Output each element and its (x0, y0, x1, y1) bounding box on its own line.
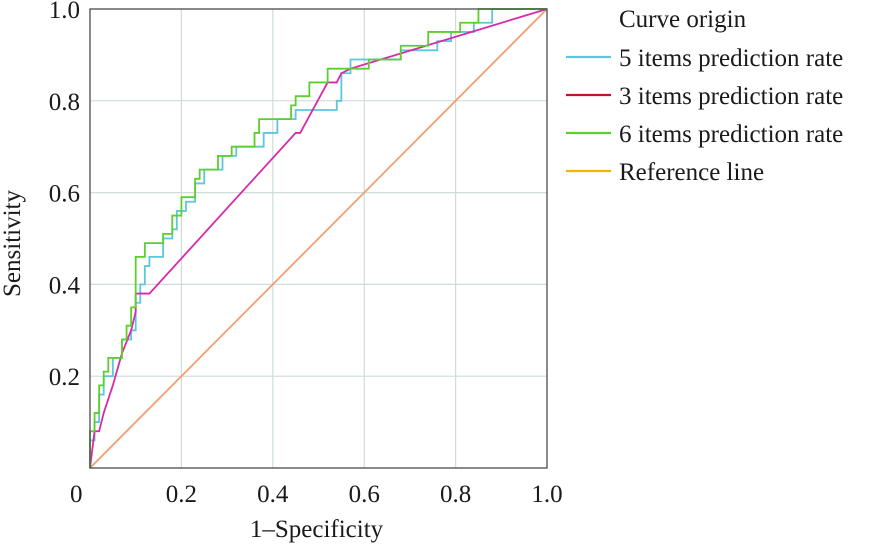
series-lines (89, 8, 548, 469)
x-tick-labels: 0 0.2 0.4 0.6 0.8 1.0 (70, 481, 563, 508)
legend: Curve origin 5 items prediction rate 3 it… (566, 6, 843, 186)
x-tick-label: 1.0 (531, 481, 562, 508)
x-tick-label: 0.4 (257, 481, 289, 508)
legend-label-5-items-prediction-rate: 5 items prediction rate (619, 45, 843, 72)
y-axis-title: Sensitivity (0, 190, 26, 297)
y-tick-label: 0.4 (49, 272, 81, 299)
y-tick-label: 0.2 (49, 364, 80, 391)
y-tick-label: 0.6 (49, 181, 80, 208)
series-line-6-items-prediction-rate (89, 8, 547, 468)
x-axis-title: 1–Specificity (250, 516, 384, 543)
x-tick-label: 0.6 (349, 481, 380, 508)
reference-diagonal (89, 8, 548, 469)
grid-lines (90, 9, 547, 468)
y-tick-label: 1.0 (49, 0, 80, 24)
x-tick-label: 0.2 (166, 481, 197, 508)
y-tick-label: 0.8 (49, 89, 80, 116)
y-tick-labels: 0.2 0.4 0.6 0.8 1.0 (49, 0, 81, 391)
legend-title: Curve origin (619, 6, 747, 33)
legend-label-reference-line: Reference line (619, 159, 764, 186)
series-line-reference-line (89, 8, 548, 469)
legend-label-6-items-prediction-rate: 6 items prediction rate (619, 121, 843, 148)
x-tick-label: 0 (70, 481, 83, 508)
plot-frame (89, 8, 548, 469)
x-tick-label: 0.8 (440, 481, 471, 508)
legend-label-3-items-prediction-rate: 3 items prediction rate (619, 83, 843, 110)
